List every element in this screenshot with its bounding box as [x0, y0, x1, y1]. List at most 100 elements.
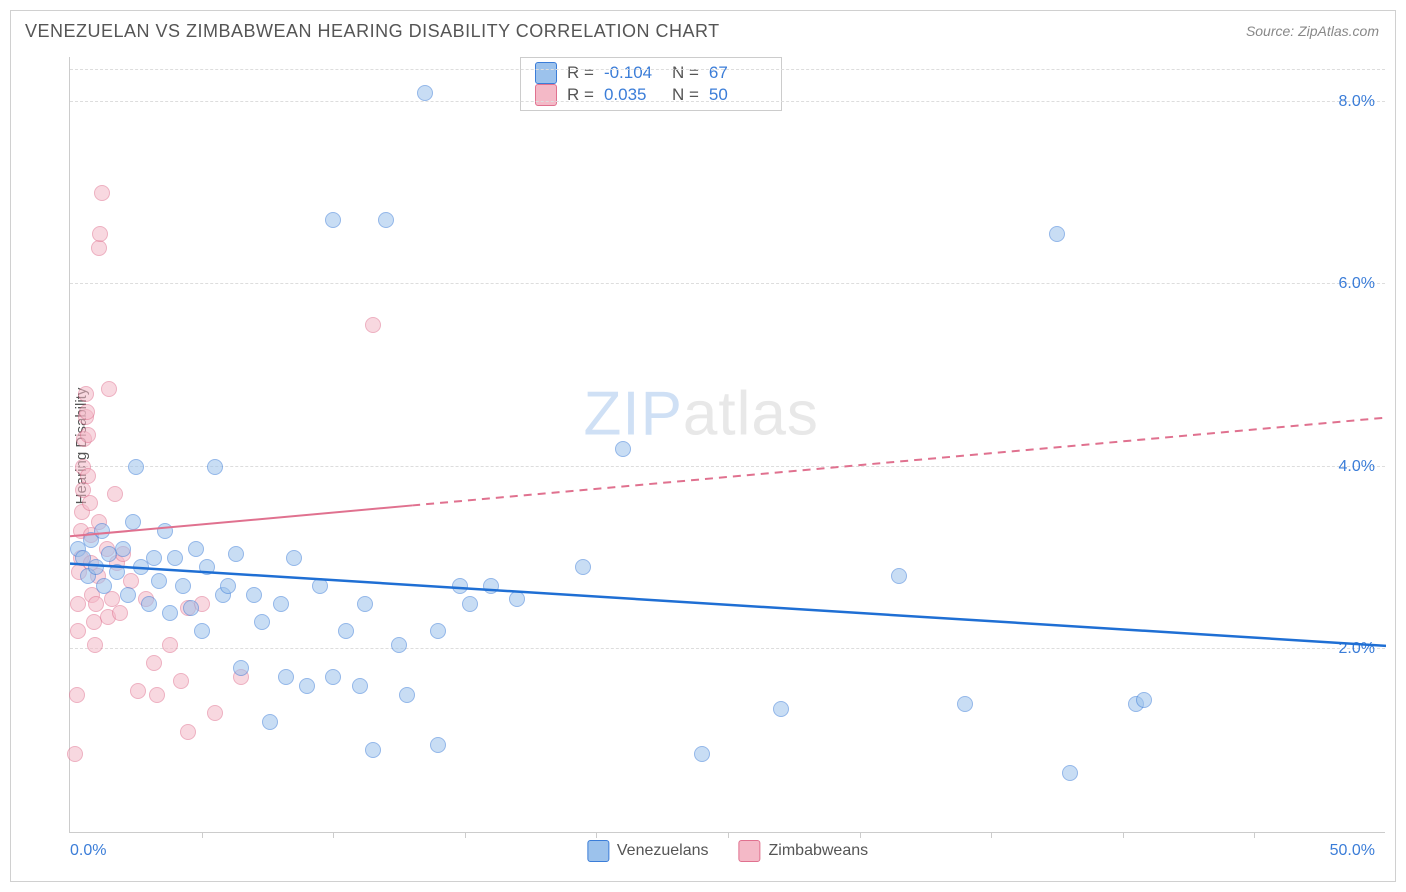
data-point: [483, 578, 499, 594]
data-point: [112, 605, 128, 621]
legend-n-value: 67: [709, 63, 767, 83]
data-point: [91, 240, 107, 256]
data-point: [509, 591, 525, 607]
data-point: [80, 427, 96, 443]
x-tick: [1254, 832, 1255, 838]
data-point: [199, 559, 215, 575]
data-point: [70, 596, 86, 612]
data-point: [957, 696, 973, 712]
data-point: [1049, 226, 1065, 242]
legend-series-label: Zimbabweans: [769, 842, 869, 860]
data-point: [109, 564, 125, 580]
data-point: [149, 687, 165, 703]
data-point: [167, 550, 183, 566]
legend-item: Zimbabweans: [739, 840, 869, 862]
data-point: [312, 578, 328, 594]
data-point: [891, 568, 907, 584]
data-point: [67, 746, 83, 762]
data-point: [207, 705, 223, 721]
data-point: [299, 678, 315, 694]
y-tick-label: 8.0%: [1339, 93, 1375, 111]
data-point: [82, 495, 98, 511]
x-tick: [202, 832, 203, 838]
data-point: [338, 623, 354, 639]
data-point: [430, 623, 446, 639]
data-point: [325, 669, 341, 685]
data-point: [452, 578, 468, 594]
data-point: [173, 673, 189, 689]
data-point: [128, 459, 144, 475]
legend-series-label: Venezuelans: [617, 842, 709, 860]
data-point: [462, 596, 478, 612]
plot-area: ZIPatlas R = -0.104 N = 67 R = 0.035 N =…: [69, 57, 1385, 833]
y-tick-label: 4.0%: [1339, 458, 1375, 476]
x-axis-max-label: 50.0%: [1330, 842, 1375, 860]
legend-n-value: 50: [709, 85, 767, 105]
watermark-zip: ZIP: [583, 379, 682, 448]
data-point: [207, 459, 223, 475]
legend-row: R = 0.035 N = 50: [535, 84, 767, 106]
legend-n-prefix: N =: [672, 85, 699, 105]
legend-r-prefix: R =: [567, 85, 594, 105]
data-point: [286, 550, 302, 566]
data-point: [278, 669, 294, 685]
watermark: ZIPatlas: [583, 378, 818, 449]
data-point: [94, 523, 110, 539]
chart-title: VENEZUELAN VS ZIMBABWEAN HEARING DISABIL…: [25, 21, 720, 42]
data-point: [694, 746, 710, 762]
data-point: [417, 85, 433, 101]
data-point: [180, 724, 196, 740]
data-point: [391, 637, 407, 653]
data-point: [130, 683, 146, 699]
data-point: [228, 546, 244, 562]
data-point: [162, 637, 178, 653]
data-point: [78, 386, 94, 402]
gridline: [70, 101, 1385, 102]
legend-item: Venezuelans: [587, 840, 709, 862]
data-point: [79, 404, 95, 420]
data-point: [125, 514, 141, 530]
data-point: [146, 550, 162, 566]
data-point: [1062, 765, 1078, 781]
legend-r-prefix: R =: [567, 63, 594, 83]
data-point: [183, 600, 199, 616]
legend-swatch-icon: [535, 62, 557, 84]
data-point: [96, 578, 112, 594]
data-point: [365, 317, 381, 333]
data-point: [254, 614, 270, 630]
data-point: [220, 578, 236, 594]
data-point: [615, 441, 631, 457]
x-axis-min-label: 0.0%: [70, 842, 106, 860]
legend-swatch-icon: [535, 84, 557, 106]
data-point: [94, 185, 110, 201]
data-point: [399, 687, 415, 703]
data-point: [162, 605, 178, 621]
data-point: [151, 573, 167, 589]
y-tick-label: 6.0%: [1339, 275, 1375, 293]
data-point: [92, 226, 108, 242]
data-point: [233, 660, 249, 676]
data-point: [188, 541, 204, 557]
correlation-legend: R = -0.104 N = 67 R = 0.035 N = 50: [520, 57, 782, 111]
x-tick: [465, 832, 466, 838]
data-point: [88, 596, 104, 612]
source-label: Source: ZipAtlas.com: [1246, 23, 1379, 39]
legend-swatch-icon: [739, 840, 761, 862]
data-point: [115, 541, 131, 557]
data-point: [175, 578, 191, 594]
data-point: [773, 701, 789, 717]
legend-r-value: -0.104: [604, 63, 662, 83]
legend-swatch-icon: [587, 840, 609, 862]
y-tick-label: 2.0%: [1339, 640, 1375, 658]
data-point: [80, 468, 96, 484]
data-point: [120, 587, 136, 603]
data-point: [194, 623, 210, 639]
watermark-atlas: atlas: [683, 379, 819, 448]
x-tick: [1123, 832, 1124, 838]
data-point: [101, 381, 117, 397]
data-point: [1136, 692, 1152, 708]
data-point: [141, 596, 157, 612]
data-point: [107, 486, 123, 502]
data-point: [378, 212, 394, 228]
data-point: [352, 678, 368, 694]
